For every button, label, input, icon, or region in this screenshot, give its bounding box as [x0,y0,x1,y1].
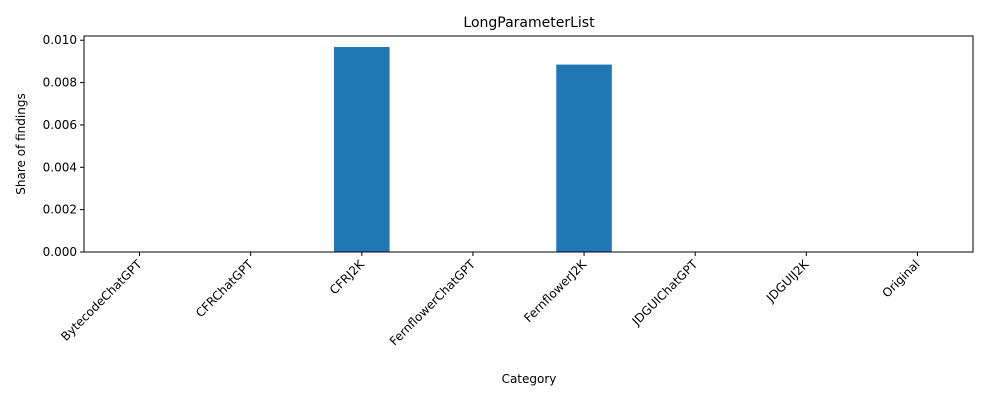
y-tick-label: 0.006 [43,118,77,132]
chart-title: LongParameterList [463,15,595,31]
x-tick-label: JDGUIJ2K [763,256,812,305]
x-tick-label: Original [879,257,922,300]
bars-group [334,47,612,253]
y-axis-label: Share of findings [14,93,28,194]
x-tick-label: FernflowerJ2K [521,256,590,325]
x-axis: BytecodeChatGPT CFRChatGPT CFRJ2K Fernflowe… [58,252,923,349]
x-tick-label: CFRJ2K [327,256,368,297]
axes-frame [83,35,974,253]
x-tick-label: CFRChatGPT [193,257,256,320]
y-axis: 0.000 0.002 0.004 0.006 0.008 0.010 [43,33,84,259]
bar-fernflowerj2k [556,64,612,253]
y-tick-label: 0.008 [43,76,77,90]
x-tick-label: JDGUIChatGPT [629,257,701,329]
y-tick-label: 0.004 [43,160,77,174]
y-tick-label: 0.010 [43,33,77,47]
x-tick-label: BytecodeChatGPT [58,257,145,344]
y-tick-label: 0.002 [43,203,77,217]
x-tick-label: FernflowerChatGPT [387,257,479,349]
x-axis-label: Category [502,372,557,386]
y-tick-label: 0.000 [43,245,77,259]
bar-cfrj2k [334,47,390,252]
